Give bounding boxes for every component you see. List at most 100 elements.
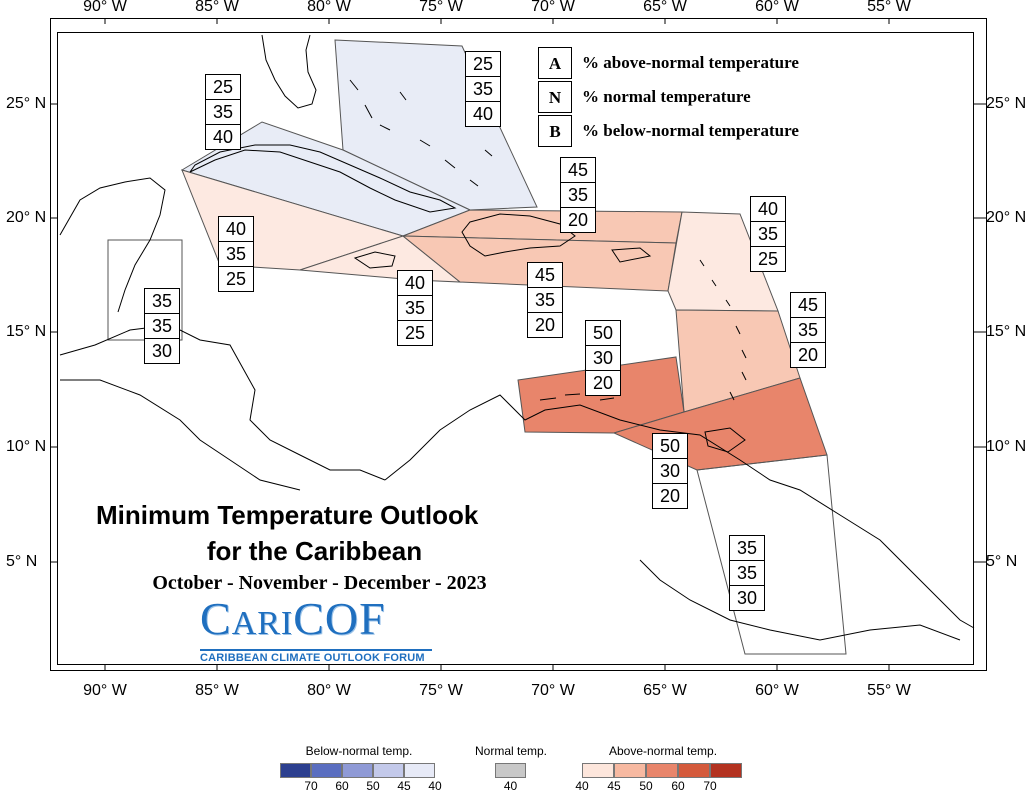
- lon-label-top: 70° W: [531, 0, 575, 15]
- central-america-pacific: [60, 379, 301, 491]
- lon-label-top: 60° W: [755, 0, 799, 15]
- prob-box-guianas: 35 35 30: [729, 535, 765, 611]
- colorbar-tick-normal: 40: [503, 779, 518, 793]
- prob-normal: 30: [586, 346, 620, 371]
- lon-label-bottom: 65° W: [643, 682, 687, 699]
- colorbar-normal-label: Normal temp.: [474, 744, 548, 758]
- map-title: Minimum Temperature Outlook: [96, 500, 479, 530]
- tick-marks: [50, 18, 987, 671]
- colorbar-swatch-above: [678, 763, 710, 778]
- prob-box-jamaica: 40 35 25: [397, 270, 433, 346]
- prob-box-leeward: 40 35 25: [750, 196, 786, 272]
- colorbar-tick-above: 40: [575, 779, 589, 793]
- yucatan-coast: [59, 177, 166, 313]
- lat-label-right: 15° N: [986, 323, 1027, 340]
- region-bahamas[interactable]: [334, 39, 538, 211]
- prob-below: 20: [592, 373, 614, 393]
- colorbar-swatch-above: [646, 763, 678, 778]
- map-outer-frame: [50, 18, 987, 671]
- lat-label-right: 20° N: [986, 209, 1027, 226]
- prob-normal: 35: [561, 183, 595, 208]
- colorbar-swatch-below: [373, 763, 404, 778]
- prob-normal: 35: [145, 314, 179, 339]
- prob-above: 40: [219, 217, 253, 242]
- lon-label-bottom: 55° W: [867, 682, 911, 699]
- prob-box-hispaniola: 45 35 20: [560, 157, 596, 233]
- prob-below: 30: [151, 341, 173, 361]
- prob-normal: 35: [791, 318, 825, 343]
- prob-box-trinidad: 50 30 20: [652, 433, 688, 509]
- probability-key: A % above-normal temperature N % normal …: [538, 46, 799, 148]
- prob-above: 40: [398, 271, 432, 296]
- colorbar-swatch-above: [614, 763, 646, 778]
- abc-islands: [539, 393, 615, 401]
- prob-normal: 35: [751, 222, 785, 247]
- logo-wordmark: CARICOF: [200, 593, 386, 644]
- region-guianas[interactable]: [696, 454, 847, 655]
- colorbar-swatch-normal: [495, 763, 526, 778]
- prob-below: 20: [659, 486, 681, 506]
- lat-label-right: 10° N: [986, 438, 1027, 455]
- south-america-interior: [639, 559, 961, 641]
- lon-label-top: 85° W: [195, 0, 239, 15]
- lat-label-left: 10° N: [6, 438, 47, 455]
- lat-label-left: 20° N: [6, 209, 47, 226]
- colorbar-swatch-below: [404, 763, 435, 778]
- prob-below: 30: [736, 588, 758, 608]
- colorbar-swatch-above: [710, 763, 742, 778]
- colorbar-tick-above: 60: [671, 779, 685, 793]
- colorbar-above-label: Above-normal temp.: [608, 744, 718, 758]
- prob-box-belize: 35 35 30: [144, 288, 180, 364]
- key-text: % normal temperature: [582, 87, 751, 106]
- south-america-north-coast: [384, 394, 975, 629]
- key-text: % above-normal temperature: [582, 53, 799, 72]
- lat-label-right: 25° N: [986, 95, 1027, 112]
- prob-above: 45: [528, 263, 562, 288]
- colorbar-tick-above: 50: [639, 779, 653, 793]
- prob-above: 50: [653, 434, 687, 459]
- region-belize[interactable]: [107, 239, 183, 341]
- colorbar-tick-below: 70: [304, 779, 318, 793]
- logo-subtitle: CARIBBEAN CLIMATE OUTLOOK FORUM: [200, 649, 432, 664]
- prob-above: 25: [466, 52, 500, 77]
- prob-normal: 35: [219, 242, 253, 267]
- prob-above: 45: [561, 158, 595, 183]
- hispaniola-coast: [461, 213, 576, 257]
- coastlines: [59, 34, 975, 641]
- lon-label-top: 90° W: [83, 0, 127, 15]
- lon-label-top: 80° W: [307, 0, 351, 15]
- prob-below: 25: [404, 323, 426, 343]
- prob-box-abc: 50 30 20: [585, 320, 621, 396]
- lat-label-left: 25° N: [6, 95, 47, 112]
- prob-normal: 35: [398, 296, 432, 321]
- colorbar-swatch-below: [342, 763, 373, 778]
- prob-box-puerto-rico: 45 35 20: [527, 262, 563, 338]
- prob-box-windward: 45 35 20: [790, 292, 826, 368]
- lon-label-bottom: 70° W: [531, 682, 575, 699]
- prob-below: 40: [212, 127, 234, 147]
- prob-below: 40: [472, 104, 494, 124]
- prob-box-cuba: 25 35 40: [205, 74, 241, 150]
- lon-label-bottom: 60° W: [755, 682, 799, 699]
- prob-above: 40: [751, 197, 785, 222]
- prob-below: 20: [534, 315, 556, 335]
- lon-label-bottom: 85° W: [195, 682, 239, 699]
- jamaica-coast: [353, 251, 396, 269]
- florida-coast: [261, 34, 317, 109]
- map-subtitle: for the Caribbean: [206, 536, 423, 566]
- lon-label-top: 55° W: [867, 0, 911, 15]
- prob-above: 35: [145, 289, 179, 314]
- prob-normal: 35: [466, 77, 500, 102]
- cuba-coast: [189, 144, 457, 213]
- prob-below: 25: [225, 269, 247, 289]
- colorbar-tick-below: 45: [397, 779, 411, 793]
- lat-label-right: 5° N: [986, 553, 1018, 570]
- colorbar-tick-below: 40: [428, 779, 442, 793]
- lat-label-left: 5° N: [6, 553, 38, 570]
- lon-label-bottom: 75° W: [419, 682, 463, 699]
- key-letter: A: [538, 47, 572, 79]
- prob-normal: 35: [730, 561, 764, 586]
- key-text: % below-normal temperature: [582, 121, 799, 140]
- colorbar-swatch-above: [582, 763, 614, 778]
